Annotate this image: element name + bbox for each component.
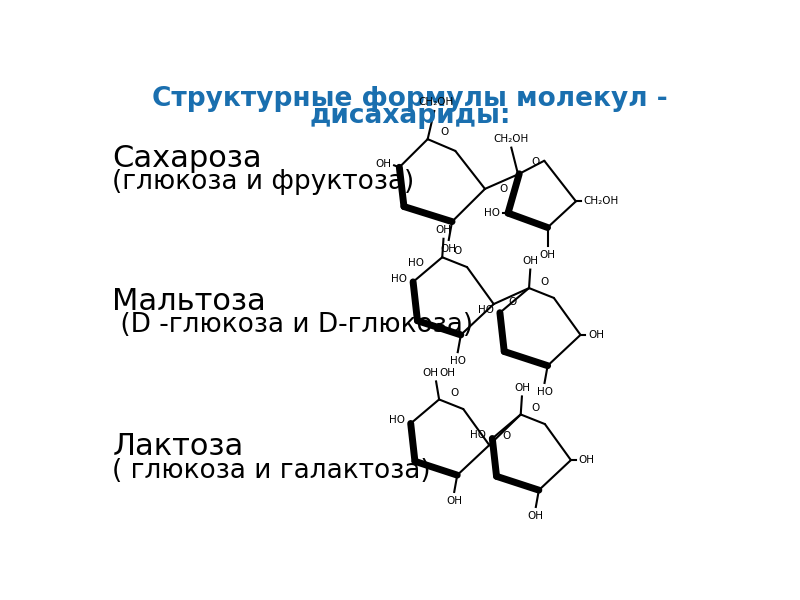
Text: OH: OH [578, 455, 594, 465]
Text: O: O [541, 277, 549, 287]
Text: (D -глюкоза и D-глюкоза): (D -глюкоза и D-глюкоза) [112, 312, 474, 338]
Text: OH: OH [422, 368, 438, 378]
Text: Лактоза: Лактоза [112, 433, 244, 461]
Text: Мальтоза: Мальтоза [112, 287, 266, 316]
Text: HO: HO [450, 356, 466, 366]
Text: HO: HO [389, 415, 405, 425]
Text: CH₂OH: CH₂OH [494, 134, 529, 144]
Text: HO: HO [391, 274, 407, 284]
Text: OH: OH [514, 383, 530, 393]
Text: CH₂OH: CH₂OH [584, 196, 619, 206]
Text: HO: HO [470, 430, 486, 440]
Text: дисахариды:: дисахариды: [310, 103, 510, 129]
Text: OH: OH [539, 250, 555, 260]
Text: OH: OH [522, 256, 538, 266]
Text: OH: OH [375, 159, 391, 169]
Text: HO: HO [484, 208, 500, 218]
Text: CH₂OH: CH₂OH [418, 97, 453, 107]
Text: Сахароза: Сахароза [112, 143, 262, 173]
Text: HO: HO [408, 259, 424, 268]
Text: O: O [441, 127, 449, 137]
Text: O: O [532, 403, 540, 413]
Text: O: O [450, 388, 458, 398]
Text: O: O [502, 431, 510, 441]
Text: O: O [454, 246, 462, 256]
Text: OH: OH [588, 330, 604, 340]
Text: O: O [499, 184, 508, 194]
Text: OH: OH [528, 511, 544, 521]
Text: OH: OH [441, 244, 457, 254]
Text: (глюкоза и фруктоза): (глюкоза и фруктоза) [112, 169, 414, 195]
Text: OH: OH [435, 225, 451, 235]
Text: O: O [531, 157, 539, 167]
Text: O: O [509, 297, 517, 307]
Text: ( глюкоза и галактоза): ( глюкоза и галактоза) [112, 458, 431, 484]
Text: Структурные формулы молекул -: Структурные формулы молекул - [152, 86, 668, 112]
Text: HO: HO [478, 305, 494, 314]
Text: OH: OH [446, 496, 462, 506]
Text: HO: HO [537, 386, 553, 397]
Text: OH: OH [439, 368, 455, 378]
